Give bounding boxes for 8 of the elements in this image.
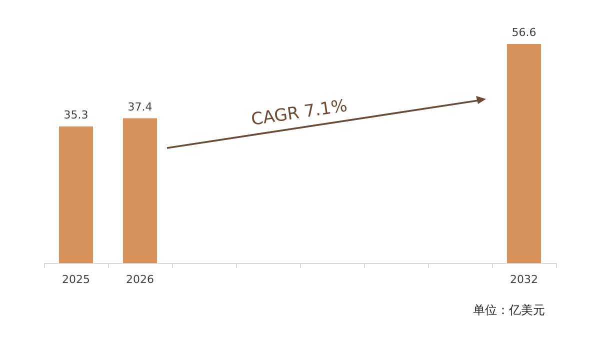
annotation: CAGR 7.1% <box>250 96 349 130</box>
data-label: 56.6 <box>512 26 536 39</box>
data-label: 35.3 <box>64 108 88 122</box>
x-tick-label: 2025 <box>62 273 90 286</box>
x-tick-label: 2032 <box>510 273 538 286</box>
data-label: 37.4 <box>128 100 152 114</box>
text: 单位：亿美元 <box>473 303 545 317</box>
x-tick-label: 2026 <box>126 273 154 286</box>
